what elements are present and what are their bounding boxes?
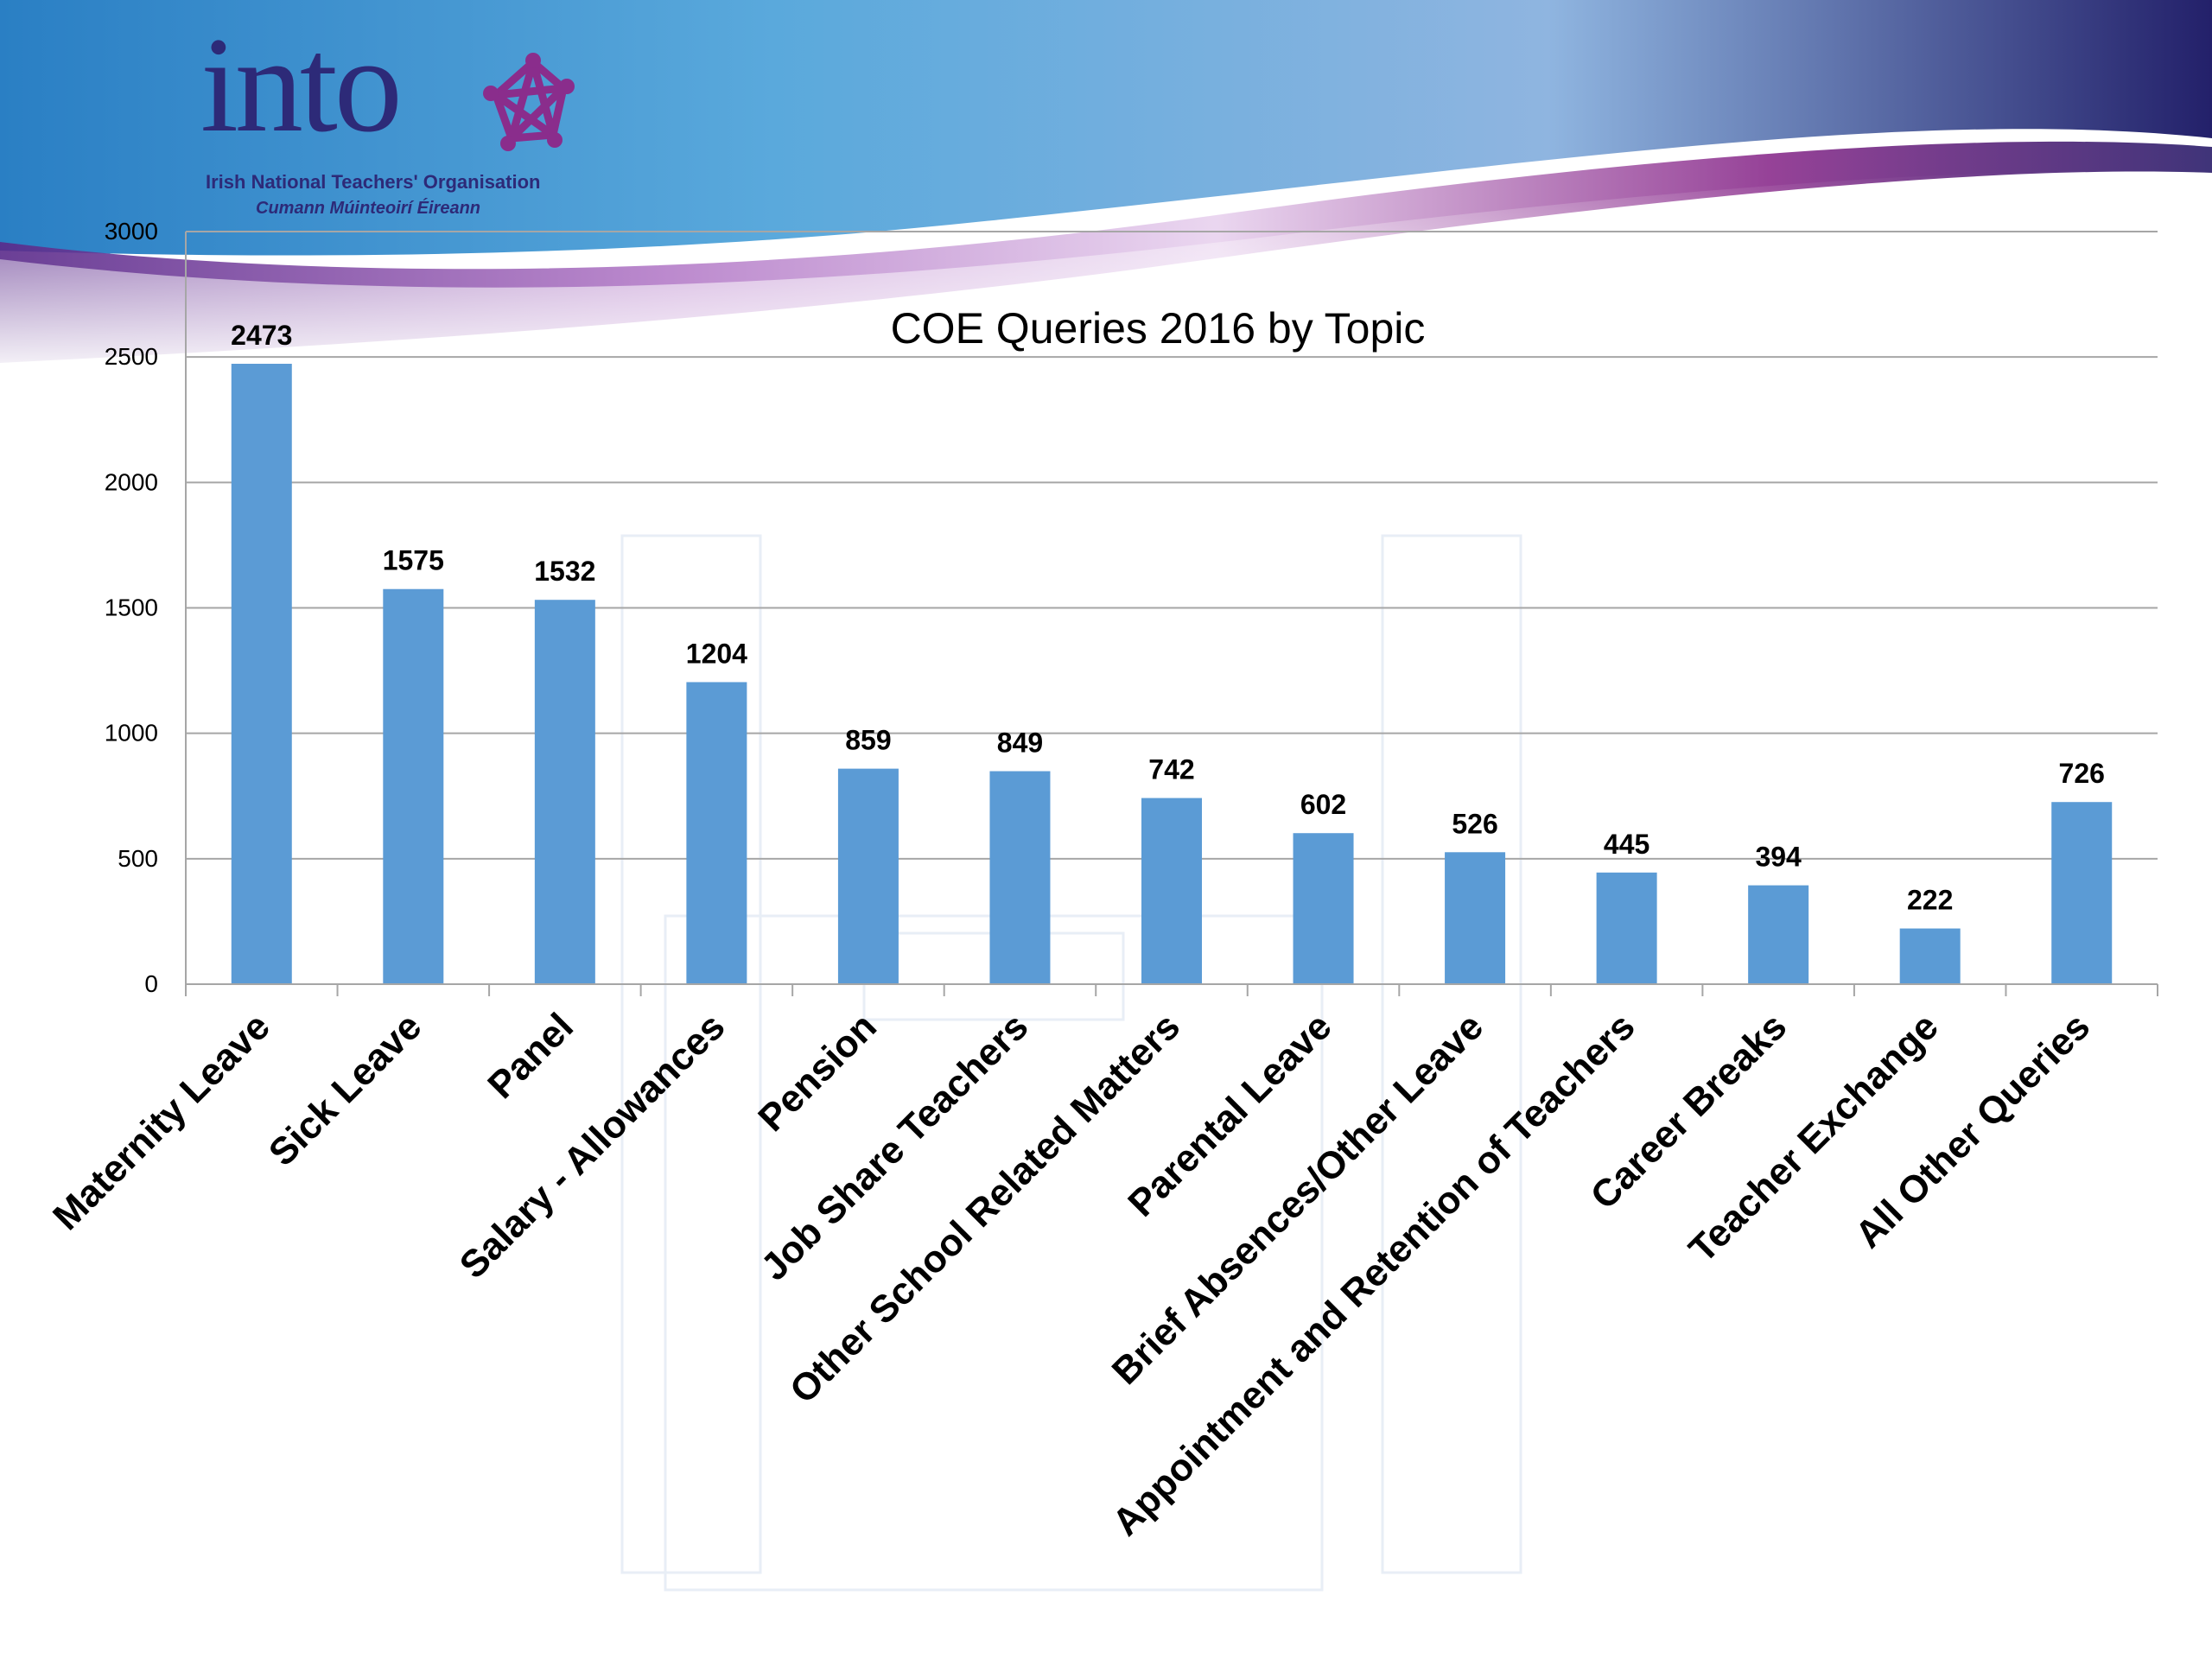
data-label: 859 [845, 725, 891, 756]
y-tick-label: 0 [144, 970, 158, 997]
bar [837, 768, 899, 984]
y-tick-label: 500 [118, 845, 158, 872]
bar [231, 364, 292, 984]
data-label: 2473 [231, 320, 292, 351]
x-category-label: Job Share Teachers [753, 1005, 1036, 1288]
x-category-label: Maternity Leave [45, 1005, 278, 1238]
y-tick-label: 1000 [105, 720, 158, 747]
x-category-label: Panel [480, 1005, 582, 1107]
data-label: 849 [997, 728, 1043, 759]
x-category-label: Pension [750, 1005, 885, 1140]
bar [2051, 802, 2113, 984]
data-label: 222 [1907, 885, 1953, 916]
data-label: 726 [2059, 758, 2105, 789]
chart-title: COE Queries 2016 by Topic [891, 304, 1426, 353]
bar [383, 588, 444, 984]
people-circle-logo-icon [483, 53, 575, 151]
bar [1293, 833, 1354, 984]
bar [989, 771, 1051, 984]
data-label: 526 [1452, 808, 1497, 839]
y-tick-label: 2500 [105, 343, 158, 370]
logo-subtitle-irish: Cumann Múinteoirí Éireann [256, 199, 481, 218]
bar [1141, 798, 1202, 984]
bar [534, 600, 595, 984]
data-label: 1575 [383, 545, 444, 576]
x-category-label: Teacher Exchange [1681, 1005, 1946, 1270]
data-label: 602 [1300, 789, 1346, 820]
bar [686, 682, 747, 984]
bar [1596, 872, 1657, 984]
y-tick-label: 3000 [105, 218, 158, 245]
into-logo: into Irish National Teachers' Organisati… [200, 17, 598, 233]
data-label: 742 [1148, 754, 1194, 785]
data-label: 1532 [534, 556, 595, 587]
x-category-label: Appointment and Retention of Teachers [1104, 1005, 1643, 1544]
logo-wordmark: into [200, 10, 403, 161]
y-tick-label: 2000 [105, 468, 158, 495]
y-tick-label: 1500 [105, 594, 158, 621]
data-label: 1204 [686, 638, 747, 669]
data-label: 394 [1755, 842, 1802, 873]
x-category-label: Sick Leave [261, 1005, 430, 1174]
logo-subtitle-english: Irish National Teachers' Organisation [206, 171, 541, 193]
bar [1899, 928, 1961, 984]
x-category-label: Salary - Allowances [452, 1005, 734, 1287]
bar [1445, 852, 1506, 984]
data-label: 445 [1604, 829, 1649, 860]
bar [1748, 885, 1809, 984]
